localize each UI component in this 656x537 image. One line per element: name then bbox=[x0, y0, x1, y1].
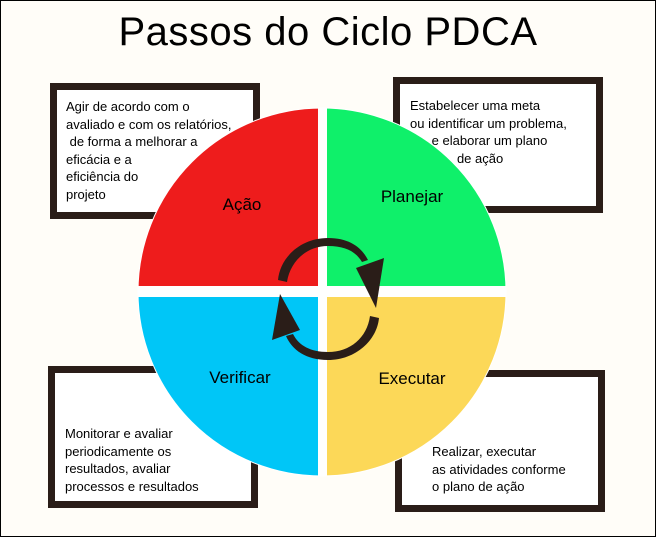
label-plan: Planejar bbox=[381, 187, 444, 206]
label-check: Verificar bbox=[209, 368, 271, 387]
circular-arrows-icon bbox=[272, 238, 384, 360]
label-do: Executar bbox=[378, 369, 445, 388]
page-title: Passos do Ciclo PDCA bbox=[118, 10, 538, 54]
divider-horizontal bbox=[138, 286, 506, 297]
label-act: Ação bbox=[223, 195, 262, 214]
